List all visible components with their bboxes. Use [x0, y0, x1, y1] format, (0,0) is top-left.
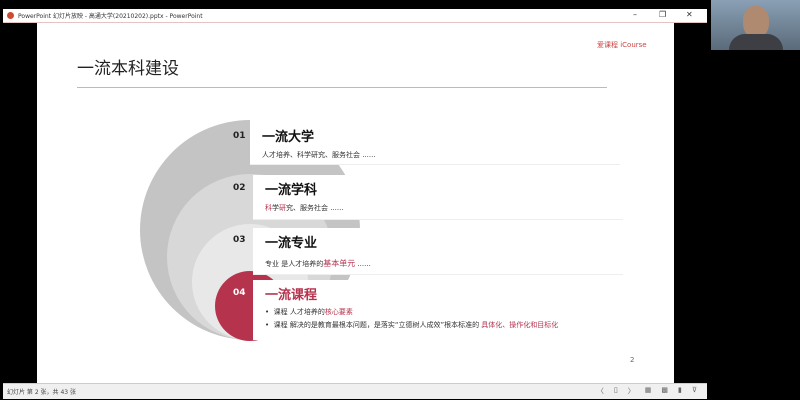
presenter-face [743, 6, 769, 38]
text: 课程 解决的是教育最根本问题，是落实“立德树人成效”根本标准的 [273, 321, 482, 329]
status-bar: 幻灯片 第 2 张，共 43 张 〈 ▯ 〉 ▦ ▩ ▮ ⊽ [3, 383, 707, 398]
slide-counter: 幻灯片 第 2 张，共 43 张 [7, 388, 76, 396]
page-number: 2 [630, 356, 635, 364]
text: 究、服务社会 ...... [286, 204, 344, 212]
menu-icon[interactable]: ▯ [613, 386, 618, 394]
highlight: 基本单元 [323, 259, 356, 268]
item-university: 一流大学 人才培养、科学研究、服务社会 ...... [250, 120, 620, 165]
bullet: • 课程 解决的是教育最根本问题，是落实“立德树人成效”根本标准的 具体化、操作… [265, 321, 559, 329]
powerpoint-icon [7, 12, 14, 19]
title-bar: PowerPoint 幻灯片放映 - 高通大学(20210202).pptx -… [3, 9, 707, 23]
minimize-button[interactable]: – [633, 10, 637, 19]
item-heading: 一流专业 [265, 236, 318, 251]
powerpoint-window: PowerPoint 幻灯片放映 - 高通大学(20210202).pptx -… [3, 9, 707, 399]
item-number: 01 [233, 131, 246, 141]
close-button[interactable]: ✕ [686, 10, 693, 19]
highlight: 具体化、操作化和目标化 [481, 321, 559, 329]
highlight: 核心要素 [324, 308, 353, 316]
highlight: 研 [279, 204, 286, 212]
item-heading: 一流学科 [265, 183, 318, 198]
text: ...... [355, 260, 371, 268]
presenter-body [729, 34, 783, 50]
item-number: 03 [233, 235, 246, 245]
title-divider [77, 87, 607, 88]
bullet: • 课程 人才培养的核心要素 [265, 308, 353, 316]
prev-slide-button[interactable]: 〈 [596, 387, 604, 395]
item-major: 一流专业 专业 是人才培养的基本单元 ...... [253, 228, 623, 275]
text: 课程 人才培养的 [273, 308, 325, 316]
window-title: PowerPoint 幻灯片放映 - 高通大学(20210202).pptx -… [18, 13, 203, 20]
text: 专业 是人才培养的 [265, 260, 324, 268]
slideshow-stage: 一流本科建设 爱课程 iCourse 01 02 03 04 一流大学 人才培养… [3, 23, 707, 383]
next-slide-button[interactable]: 〉 [627, 387, 635, 395]
normal-view-icon[interactable]: ▦ [644, 386, 652, 394]
item-discipline: 一流学科 科学研究、服务社会 ...... [253, 175, 623, 220]
item-subtext: 科学研究、服务社会 ...... [265, 203, 344, 213]
sorter-view-icon[interactable]: ▩ [661, 386, 669, 394]
highlight: 科 [265, 204, 272, 212]
slide[interactable]: 一流本科建设 爱课程 iCourse 01 02 03 04 一流大学 人才培养… [37, 23, 674, 383]
webcam-video [711, 0, 800, 50]
item-number: 04 [233, 288, 246, 298]
slideshow-view-icon[interactable]: ⊽ [691, 386, 697, 394]
slide-title: 一流本科建设 [77, 59, 179, 79]
item-number: 02 [233, 183, 246, 193]
item-subtext: 人才培养、科学研究、服务社会 ...... [262, 151, 376, 159]
restore-button[interactable]: ❐ [659, 10, 667, 19]
item-course: 一流课程 • 课程 人才培养的核心要素 • 课程 解决的是教育最根本问题，是落实… [253, 280, 623, 340]
reading-view-icon[interactable]: ▮ [678, 386, 682, 394]
item-subtext: 专业 是人才培养的基本单元 ...... [265, 258, 371, 269]
item-heading: 一流课程 [265, 288, 318, 303]
item-heading: 一流大学 [262, 130, 315, 145]
icourse-logo: 爱课程 iCourse [597, 41, 647, 49]
text: 学 [272, 204, 279, 212]
